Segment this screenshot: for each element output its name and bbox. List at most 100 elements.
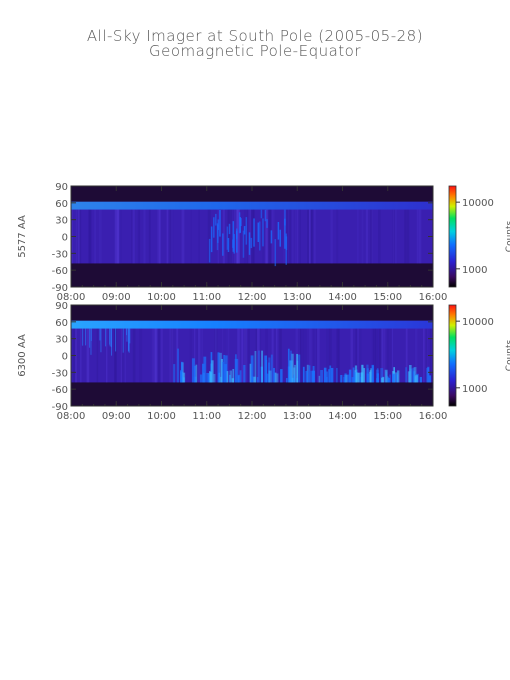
x-tick-label: 09:00 [102,411,131,422]
aurora-patch [366,368,369,383]
texture-streak [371,209,373,264]
aurora-patch [359,372,362,383]
aurora-patch [224,364,227,383]
aurora-streak [253,218,255,247]
texture-streak [316,328,319,383]
texture-streak [89,209,92,264]
texture-streak [295,209,297,264]
aurora-patch [206,373,210,383]
texture-streak [271,209,273,264]
aurora-patch [355,372,358,383]
aurora-patch [305,370,309,383]
texture-streak [289,209,292,264]
texture-streak [158,328,161,383]
aurora-streak [236,230,238,253]
y-tick-label: -90 [52,283,68,294]
aurora-streak [279,229,281,247]
texture-streak [350,328,353,383]
aurora-streak [109,328,111,345]
y-tick-label: 30 [55,335,68,346]
texture-streak [227,209,230,264]
texture-streak [424,328,428,383]
aurora-patch [290,350,292,383]
aurora-patch [286,378,288,383]
texture-streak [419,209,422,264]
aurora-streak [105,328,107,347]
y-tick-label: -90 [52,402,68,413]
texture-streak [175,328,179,383]
texture-streak [197,328,199,383]
aurora-streak [129,328,131,344]
texture-streak [279,328,282,383]
texture-streak [378,328,380,383]
aurora-streak [100,328,102,353]
texture-streak [291,209,294,264]
texture-streak [391,328,393,383]
aurora-patch [428,375,432,383]
texture-streak [326,328,329,383]
aurora-patch [266,373,270,383]
texture-streak [310,209,313,264]
colorbar [448,185,457,288]
texture-streak [243,328,246,383]
texture-streak [414,328,418,383]
texture-streak [105,328,108,383]
texture-streak [244,209,246,264]
aurora-patch [394,372,397,383]
texture-streak [308,209,311,264]
aurora-streak [243,226,246,235]
aurora-streak [262,218,264,247]
texture-streak [226,328,230,383]
aurora-patch [211,360,214,383]
x-tick-label: 11:00 [192,292,221,303]
aurora-patch [219,352,222,383]
aurora-patch [344,373,347,383]
aurora-streak [232,239,234,248]
texture-streak [330,209,333,264]
aurora-streak [277,221,280,240]
aurora-streak [274,239,277,267]
aurora-patch [261,350,263,383]
texture-streak [96,328,98,383]
aurora-streak [264,210,267,222]
texture-streak [86,328,90,383]
aurora-patch [298,354,301,383]
aurora-streak [284,209,286,226]
texture-streak [153,328,157,383]
x-tick-label: 12:00 [238,411,267,422]
texture-streak [251,209,254,264]
x-tick-label: 15:00 [373,292,402,303]
texture-streak [119,209,122,264]
texture-streak [114,209,117,264]
texture-streak [378,328,382,383]
texture-streak [148,209,151,264]
texture-streak [138,209,141,264]
aurora-streak [227,238,230,253]
aurora-streak [266,219,268,228]
aurora-patch [348,369,352,383]
aurora-patch [387,377,390,383]
aurora-patch [380,368,384,383]
aurora-patch [228,374,231,383]
texture-streak [249,209,251,264]
texture-streak [154,328,157,383]
aurora-streak [222,233,224,256]
texture-streak [160,328,163,383]
aurora-patch [237,374,241,383]
texture-streak [359,328,362,383]
aurora-streak [233,234,235,254]
aurora-patch [182,372,186,383]
aurora-streak [82,328,84,346]
aurora-patch [173,364,176,383]
aurora-streak [232,221,235,252]
texture-streak [389,328,393,383]
chart-title: All-Sky Imager at South Pole (2005-05-28… [86,27,424,45]
aurora-patch [253,376,256,383]
aurora-patch [217,352,220,383]
dark-band-1 [71,263,433,287]
texture-streak [89,209,92,264]
texture-streak [231,209,234,264]
aurora-patch [412,371,416,383]
aurora-patch [243,364,246,383]
